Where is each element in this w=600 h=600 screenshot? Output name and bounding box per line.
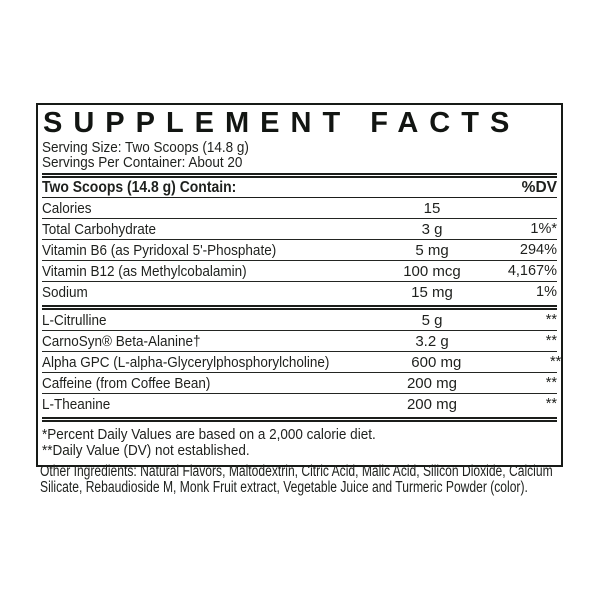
nutrient-amount: 5 mg <box>415 241 449 259</box>
other-ingredients: Other Ingredients: Natural Flavors, Malt… <box>40 463 561 496</box>
nutrient-name-cell: Alpha GPC (L-alpha-Glycerylphosphorylcho… <box>42 354 361 371</box>
supplement-facts-panel: SUPPLEMENT FACTS Serving Size: Two Scoop… <box>36 103 563 467</box>
table-row: Vitamin B12 (as Methylcobalamin) 100 mcg… <box>42 261 557 282</box>
nutrient-amount: 15 <box>423 199 441 217</box>
servings-per-container: Servings Per Container: About 20 <box>42 155 557 170</box>
table-header-dv-label: %DV <box>521 179 557 196</box>
nutrient-name-cell: CarnoSyn® Beta-Alanine† <box>42 333 357 350</box>
nutrient-name: Caffeine (from Coffee Bean) <box>42 374 211 392</box>
nutrient-rows-no-dv: L-Citrulline 5 g ** CarnoSyn® Beta-Alani… <box>42 310 561 414</box>
footnotes: *Percent Daily Values are based on a 2,0… <box>42 422 557 461</box>
nutrient-name: Vitamin B6 (as Pyridoxal 5'-Phosphate) <box>42 241 277 259</box>
divider-double-rule-middle <box>42 305 557 310</box>
panel-title: SUPPLEMENT FACTS <box>43 107 521 139</box>
divider-double-rule-top <box>42 173 557 178</box>
nutrient-name-cell: Vitamin B6 (as Pyridoxal 5'-Phosphate) <box>42 242 357 259</box>
nutrient-rows-with-dv: Calories 15 Total Carbohydrate 3 g 1%* V… <box>42 198 557 302</box>
table-header-row: Two Scoops (14.8 g) Contain: %DV <box>42 178 557 198</box>
nutrient-name-cell: Vitamin B12 (as Methylcobalamin) <box>42 263 357 280</box>
nutrient-name: Sodium <box>42 283 88 301</box>
other-ingredients-line-1: Other Ingredients: Natural Flavors, Malt… <box>40 463 561 480</box>
nutrient-name: Calories <box>42 199 92 217</box>
nutrient-name-cell: Calories <box>42 200 357 217</box>
servings-per-container-text: Servings Per Container: About 20 <box>42 154 243 171</box>
nutrient-dv: ** <box>545 375 557 391</box>
footnote-daily-values-text: *Percent Daily Values are based on a 2,0… <box>42 426 376 443</box>
nutrient-name: L-Theanine <box>42 395 111 413</box>
nutrient-amount: 100 mcg <box>403 262 461 280</box>
nutrient-name-cell: Total Carbohydrate <box>42 221 357 238</box>
nutrient-dv: ** <box>545 333 557 349</box>
nutrient-name-cell: Caffeine (from Coffee Bean) <box>42 375 357 392</box>
table-header-contain-label: Two Scoops (14.8 g) Contain: <box>42 179 237 196</box>
nutrient-dv: 4,167% <box>507 263 557 279</box>
nutrient-amount: 5 g <box>421 311 443 329</box>
footnote-dv-not-established: **Daily Value (DV) not established. <box>42 443 557 458</box>
nutrient-dv: ** <box>550 354 562 370</box>
nutrient-dv: 1% <box>536 284 557 300</box>
nutrient-amount: 200 mg <box>406 395 458 413</box>
other-ingredients-line-2: Silicate, Rebaudioside M, Monk Fruit ext… <box>40 479 561 496</box>
nutrient-name: CarnoSyn® Beta-Alanine† <box>42 332 201 350</box>
table-row: Caffeine (from Coffee Bean) 200 mg ** <box>42 373 557 394</box>
divider-double-rule-bottom <box>42 417 557 422</box>
nutrient-amount: 3.2 g <box>415 332 449 350</box>
nutrient-name-cell: Sodium <box>42 284 357 301</box>
nutrient-name: Vitamin B12 (as Methylcobalamin) <box>42 262 247 280</box>
table-row: Alpha GPC (L-alpha-Glycerylphosphorylcho… <box>42 352 561 373</box>
nutrient-amount: 3 g <box>421 220 443 238</box>
table-row: CarnoSyn® Beta-Alanine† 3.2 g ** <box>42 331 557 352</box>
footnote-dv-not-established-text: **Daily Value (DV) not established. <box>42 442 250 459</box>
nutrient-dv: 294% <box>519 242 557 258</box>
nutrient-name: L-Citrulline <box>42 311 107 329</box>
other-ingredients-text-1: Other Ingredients: Natural Flavors, Malt… <box>40 463 553 480</box>
table-row: Total Carbohydrate 3 g 1%* <box>42 219 557 240</box>
table-row: L-Citrulline 5 g ** <box>42 310 557 331</box>
nutrient-amount: 15 mg <box>411 283 453 301</box>
footnote-daily-values: *Percent Daily Values are based on a 2,0… <box>42 427 557 442</box>
nutrient-amount: 200 mg <box>406 374 458 392</box>
nutrient-amount: 600 mg <box>411 353 462 371</box>
serving-size-text: Serving Size: Two Scoops (14.8 g) <box>42 139 249 156</box>
serving-size: Serving Size: Two Scoops (14.8 g) <box>42 140 557 155</box>
nutrient-name: Total Carbohydrate <box>42 220 157 238</box>
table-row: Calories 15 <box>42 198 557 219</box>
nutrient-name: Alpha GPC (L-alpha-Glycerylphosphorylcho… <box>42 353 330 371</box>
nutrient-dv: 1%* <box>530 221 557 237</box>
table-row: Vitamin B6 (as Pyridoxal 5'-Phosphate) 5… <box>42 240 557 261</box>
nutrient-name-cell: L-Citrulline <box>42 312 357 329</box>
nutrient-dv: ** <box>545 396 557 412</box>
nutrient-name-cell: L-Theanine <box>42 396 357 413</box>
table-row: L-Theanine 200 mg ** <box>42 394 557 414</box>
nutrient-dv: ** <box>545 312 557 328</box>
other-ingredients-text-2: Silicate, Rebaudioside M, Monk Fruit ext… <box>40 479 528 496</box>
table-row: Sodium 15 mg 1% <box>42 282 557 302</box>
